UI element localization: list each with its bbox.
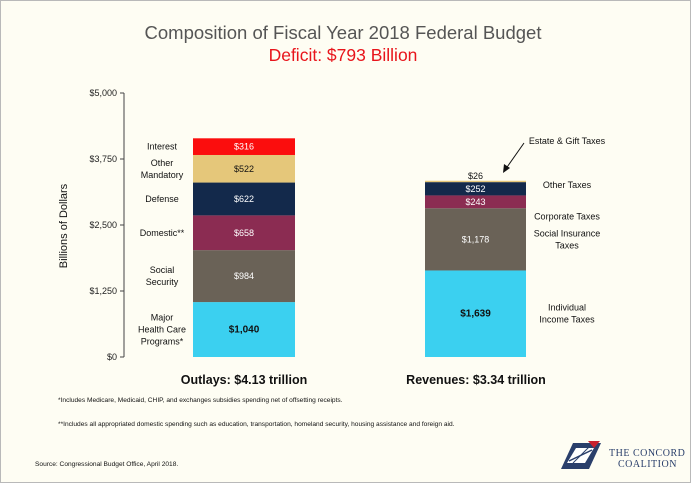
concord-flag-icon <box>561 441 601 469</box>
chart-subtitle: Deficit: $793 Billion <box>269 45 418 65</box>
logo-text-line1: THE CONCORD <box>609 448 685 459</box>
estate-gift-arrow <box>504 142 525 171</box>
bar-segment <box>425 180 526 183</box>
y-tick-label: $1,250 <box>89 286 117 296</box>
segment-category-label: Defense <box>145 194 179 204</box>
bar-value-label: $658 <box>234 228 254 238</box>
segment-category-label: Other <box>151 158 174 168</box>
footnote-2: **Includes all appropriated domestic spe… <box>58 421 455 428</box>
segment-category-label: Major <box>151 313 174 323</box>
y-tick-label: $5,000 <box>89 88 117 98</box>
segment-category-label: Corporate Taxes <box>534 211 600 221</box>
bar-segment <box>425 182 526 196</box>
segment-labels: $1,040 Major Health Care Programs* $984 Socia… <box>138 136 606 347</box>
x-label-outlays: Outlays: $4.13 trillion <box>181 373 307 387</box>
bar-segment <box>193 250 295 303</box>
concord-coalition-logo: THE CONCORD COALITION <box>561 441 685 470</box>
segment-category-label: Mandatory <box>141 170 184 180</box>
bar-value-label: $1,178 <box>462 234 490 244</box>
stacked-bars <box>193 138 526 357</box>
segment-category-label: Other Taxes <box>543 180 592 190</box>
bar-value-label: $522 <box>234 164 254 174</box>
segment-category-label: Programs* <box>141 337 184 347</box>
bar-value-label: $1,040 <box>229 325 260 336</box>
bar-segment <box>193 154 295 183</box>
bar-value-label: $984 <box>234 271 254 281</box>
bar-segment <box>425 270 526 357</box>
bar-segment <box>193 302 295 357</box>
bar-segment <box>425 195 526 209</box>
segment-category-label: Social Insurance <box>534 228 601 238</box>
segment-category-label: Social <box>150 265 175 275</box>
logo-text-line2: COALITION <box>618 459 677 470</box>
source-note: Source: Congressional Budget Office, Apr… <box>35 461 178 468</box>
bar-value-label: $26 <box>468 171 483 181</box>
footnote-1: *Includes Medicare, Medicaid, CHIP, and … <box>58 397 343 404</box>
segment-category-label: Health Care <box>138 325 186 335</box>
bar-value-label: $1,639 <box>460 309 491 320</box>
estate-gift-arrowhead <box>503 164 510 173</box>
y-tick-label: $2,500 <box>89 220 117 230</box>
segment-category-label: Estate & Gift Taxes <box>529 136 606 146</box>
bar-segment <box>193 215 295 251</box>
segment-category-label: Individual <box>548 303 586 313</box>
x-label-revenues: Revenues: $3.34 trillion <box>406 373 546 387</box>
segment-category-label: Taxes <box>555 240 579 250</box>
bar-value-label: $622 <box>234 194 254 204</box>
y-tick-label: $3,750 <box>89 154 117 164</box>
segment-category-label: Interest <box>147 142 178 152</box>
bar-value-label: $316 <box>234 142 254 152</box>
bar-segment <box>425 208 526 271</box>
bar-value-label: $252 <box>465 184 485 194</box>
chart-title: Composition of Fiscal Year 2018 Federal … <box>145 22 542 43</box>
segment-category-label: Security <box>146 277 179 287</box>
segment-category-label: Domestic** <box>140 228 185 238</box>
bar-segment <box>193 138 295 155</box>
y-axis-label: Billions of Dollars <box>58 183 70 268</box>
bar-value-label: $243 <box>465 197 485 207</box>
y-tick-label: $0 <box>107 352 117 362</box>
bar-segment <box>193 182 295 216</box>
y-axis-ticks: $0 $1,250 $2,500 $3,750 $5,000 <box>89 88 124 362</box>
segment-category-label: Income Taxes <box>539 315 595 325</box>
